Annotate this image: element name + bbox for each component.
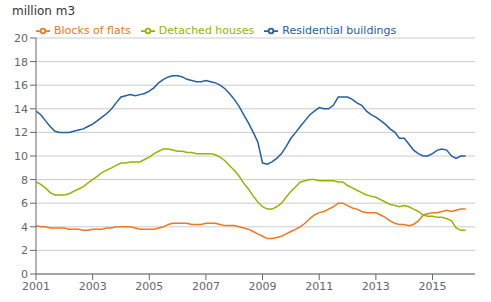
svg-text:2013: 2013 xyxy=(362,280,390,293)
svg-text:2009: 2009 xyxy=(249,280,277,293)
svg-text:20: 20 xyxy=(14,32,28,45)
html-text:Residential buildings: Residential buildings xyxy=(282,24,397,37)
svg-text:10: 10 xyxy=(14,150,28,163)
svg-text:2003: 2003 xyxy=(79,280,107,293)
svg-text:0: 0 xyxy=(21,268,28,281)
svg-text:2: 2 xyxy=(21,244,28,257)
svg-text:4: 4 xyxy=(21,221,28,234)
svg-text:2011: 2011 xyxy=(305,280,333,293)
svg-text:14: 14 xyxy=(14,103,28,116)
svg-text:2015: 2015 xyxy=(419,280,447,293)
svg-text:16: 16 xyxy=(14,79,28,92)
svg-text:2007: 2007 xyxy=(192,280,220,293)
svg-text:18: 18 xyxy=(14,56,28,69)
svg-text:6: 6 xyxy=(21,197,28,210)
svg-text:12: 12 xyxy=(14,126,28,139)
svg-text:8: 8 xyxy=(21,174,28,187)
html-text:million m3: million m3 xyxy=(12,4,76,18)
svg-text:2005: 2005 xyxy=(135,280,163,293)
svg-text:2001: 2001 xyxy=(22,280,50,293)
html-text:Blocks of flats: Blocks of flats xyxy=(54,24,131,37)
html-text:Detached houses: Detached houses xyxy=(158,24,255,37)
